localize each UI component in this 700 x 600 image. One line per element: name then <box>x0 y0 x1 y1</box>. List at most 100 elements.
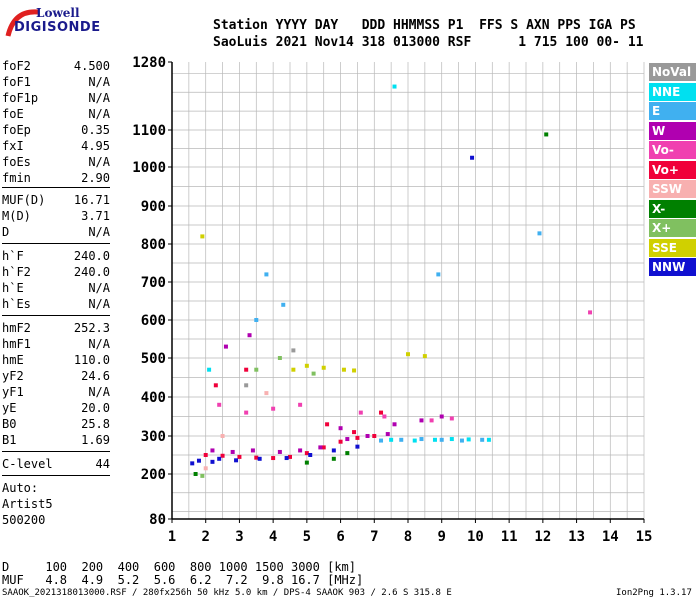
y-tick-label: 500 <box>141 351 166 367</box>
param-value: 3.71 <box>81 209 110 223</box>
data-point <box>419 418 424 423</box>
series-w <box>210 333 444 454</box>
muf-row: MUF 4.8 4.9 5.2 5.6 6.2 7.2 9.8 16.7 [MH… <box>2 573 364 587</box>
data-point <box>281 302 286 307</box>
chart-axes <box>168 61 645 523</box>
param-value: 25.8 <box>81 417 110 431</box>
param-name: C-level <box>2 457 53 471</box>
header-labels: Station YYYY DAY DDD HHMMSS P1 FFS S AXN… <box>213 18 636 33</box>
data-point <box>207 367 212 372</box>
param-row: yE 20.0 <box>2 400 110 416</box>
param-row: yF1 N/A <box>2 384 110 400</box>
data-point <box>325 422 330 427</box>
param-row: hmF2 252.3 <box>2 320 110 336</box>
param-row: foEs N/A <box>2 154 110 170</box>
data-point <box>304 451 309 456</box>
param-row: foF2 4.500 <box>2 58 110 74</box>
param-row: foEp 0.35 <box>2 122 110 138</box>
y-tick-label: 600 <box>141 313 166 329</box>
data-point <box>352 368 357 373</box>
param-name: h`F2 <box>2 265 31 279</box>
data-point <box>254 455 259 460</box>
param-value: N/A <box>88 107 110 121</box>
file-info: SAAOK_2021318013000.RSF / 280fx256h 50 k… <box>2 588 452 598</box>
data-point <box>385 432 390 437</box>
data-point <box>449 416 454 421</box>
autoscaler-name: Artist5 <box>2 497 53 511</box>
param-value: N/A <box>88 385 110 399</box>
x-tick-label: 1 <box>168 529 176 545</box>
data-point <box>406 352 410 357</box>
chart-tick-labels: 1 2 3 4 5 6 7 8 9 10 11 12 13 14 158020030040050060070… <box>132 55 652 545</box>
legend-item-w: W <box>649 121 696 140</box>
data-point <box>345 437 350 442</box>
param-name: foEp <box>2 123 31 137</box>
series-vo <box>203 367 384 461</box>
data-point <box>341 367 346 372</box>
y-tick-label: 900 <box>141 199 166 215</box>
series-nne <box>207 84 491 443</box>
data-point <box>244 383 249 388</box>
param-row: fxI 4.95 <box>2 138 110 154</box>
data-point <box>190 461 195 466</box>
legend-item-x: X- <box>649 199 696 218</box>
data-point <box>264 391 269 396</box>
data-point <box>271 406 276 411</box>
data-point <box>392 422 397 427</box>
data-point <box>217 402 222 407</box>
x-tick-label: 5 <box>303 529 311 545</box>
data-point <box>432 437 437 442</box>
param-name: hmE <box>2 353 24 367</box>
param-name: foE <box>2 107 24 121</box>
param-value: N/A <box>88 225 110 239</box>
param-row: hmF1 N/A <box>2 336 110 352</box>
legend-item-noval: NoVal <box>649 63 696 81</box>
param-value: 110.0 <box>73 353 110 367</box>
chart-grid <box>171 62 645 519</box>
data-point <box>379 438 384 443</box>
x-tick-label: 9 <box>437 529 445 545</box>
param-name: D <box>2 225 10 239</box>
data-point <box>392 84 397 89</box>
data-point <box>365 434 370 438</box>
x-tick-label: 4 <box>269 529 277 545</box>
x-tick-label: 7 <box>370 529 378 545</box>
data-point <box>220 434 225 438</box>
data-point <box>277 356 282 360</box>
series-noval <box>244 348 296 388</box>
data-point <box>345 451 350 456</box>
param-row: M(D) 3.71 <box>2 208 110 224</box>
data-point <box>217 456 222 461</box>
data-point <box>358 410 363 415</box>
divider <box>2 475 110 476</box>
param-name: yF1 <box>2 385 24 399</box>
data-point <box>257 456 262 461</box>
param-value: 1.69 <box>81 433 110 447</box>
data-point <box>331 456 336 461</box>
data-point <box>196 458 201 463</box>
data-point <box>439 414 444 419</box>
divider <box>2 451 110 452</box>
param-name: yE <box>2 401 17 415</box>
data-point <box>203 466 208 471</box>
param-row: foF1p N/A <box>2 90 110 106</box>
legend-item-e: E <box>649 102 696 120</box>
x-tick-label: 15 <box>636 529 653 545</box>
x-tick-label: 8 <box>404 529 412 545</box>
software-version: Ion2Png 1.3.17 <box>616 588 692 598</box>
data-point <box>321 445 326 450</box>
param-row: h`E N/A <box>2 280 110 296</box>
y-tick-label: 400 <box>141 390 166 406</box>
data-point <box>250 448 255 453</box>
param-name: foEs <box>2 155 31 169</box>
data-point <box>436 272 441 277</box>
data-point <box>298 402 303 407</box>
param-name: foF2 <box>2 59 31 73</box>
param-name: B1 <box>2 433 17 447</box>
data-point <box>470 155 475 160</box>
data-point <box>338 426 343 431</box>
data-point <box>372 434 377 438</box>
x-tick-label: 6 <box>336 529 344 545</box>
data-point <box>588 310 593 315</box>
